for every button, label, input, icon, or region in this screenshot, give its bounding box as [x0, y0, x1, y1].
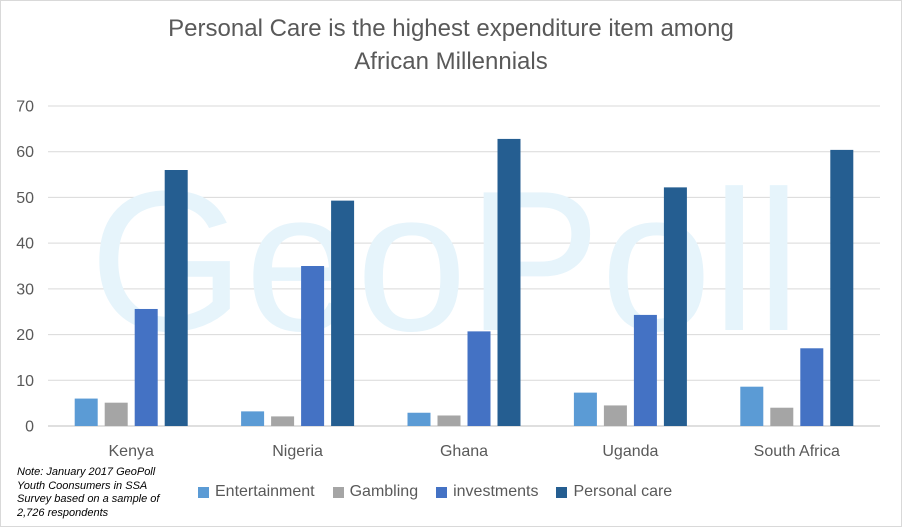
- legend-swatch-investments: [436, 486, 448, 498]
- x-tick-label-uganda: Uganda: [602, 443, 658, 460]
- legend-item-gambling: Gambling: [332, 483, 419, 501]
- bar-gambling-ghana: [437, 415, 461, 426]
- bar-entertainment-ghana: [407, 412, 431, 426]
- y-tick-label-30: 30: [16, 281, 34, 298]
- watermark-text: GeoPoll: [89, 150, 801, 373]
- chart-title-line-1: Personal Care is the highest expenditure…: [168, 15, 734, 42]
- legend-item-investments: investments: [436, 483, 538, 501]
- y-tick-label-40: 40: [16, 236, 34, 253]
- y-tick-label-20: 20: [16, 327, 34, 344]
- x-tick-label-kenya: Kenya: [109, 443, 154, 460]
- bar-entertainment-uganda: [573, 392, 597, 426]
- legend-item-entertainment: Entertainment: [198, 483, 315, 501]
- bar-investments-nigeria: [301, 266, 325, 426]
- legend-label-personal-care: Personal care: [573, 483, 673, 500]
- legend-swatch-entertainment: [198, 486, 209, 498]
- bar-entertainment-kenya: [74, 398, 98, 426]
- y-tick-label-50: 50: [16, 190, 34, 207]
- chart-title: Personal Care is the highest expenditure…: [0, 12, 902, 78]
- legend-item-personal-care: Personal care: [556, 483, 672, 501]
- x-tick-label-nigeria: Nigeria: [272, 443, 323, 460]
- bar-investments-uganda: [633, 314, 657, 426]
- legend-swatch-personal-care: [556, 486, 568, 498]
- bar-investments-ghana: [467, 331, 491, 426]
- bar-personal-care-south-africa: [830, 149, 854, 426]
- legend-label-gambling: Gambling: [349, 483, 419, 500]
- legend-label-investments: investments: [453, 483, 539, 500]
- y-tick-label-0: 0: [25, 419, 34, 436]
- bar-investments-kenya: [134, 308, 158, 426]
- legend: Entertainment Gambling investments Perso…: [198, 482, 690, 502]
- bar-personal-care-nigeria: [331, 200, 355, 426]
- bar-personal-care-uganda: [663, 187, 687, 426]
- x-tick-label-south-africa: South Africa: [754, 443, 840, 460]
- y-tick-label-10: 10: [16, 373, 34, 390]
- bar-gambling-kenya: [104, 402, 128, 426]
- bar-gambling-south-africa: [770, 407, 794, 426]
- x-tick-label-ghana: Ghana: [440, 443, 488, 460]
- y-tick-label-70: 70: [16, 99, 34, 116]
- bar-gambling-uganda: [603, 405, 627, 426]
- legend-label-entertainment: Entertainment: [215, 483, 315, 500]
- bar-personal-care-ghana: [497, 138, 521, 426]
- footnote: Note: January 2017 GeoPoll Youth Coonsum…: [17, 466, 160, 519]
- bar-gambling-nigeria: [271, 416, 295, 426]
- bar-personal-care-kenya: [164, 170, 188, 426]
- chart-title-line-2: African Millennials: [354, 48, 548, 75]
- bar-entertainment-nigeria: [241, 411, 265, 426]
- legend-swatch-gambling: [332, 486, 344, 498]
- bar-investments-south-africa: [800, 348, 824, 426]
- bar-entertainment-south-africa: [740, 386, 764, 426]
- y-tick-label-60: 60: [16, 144, 34, 161]
